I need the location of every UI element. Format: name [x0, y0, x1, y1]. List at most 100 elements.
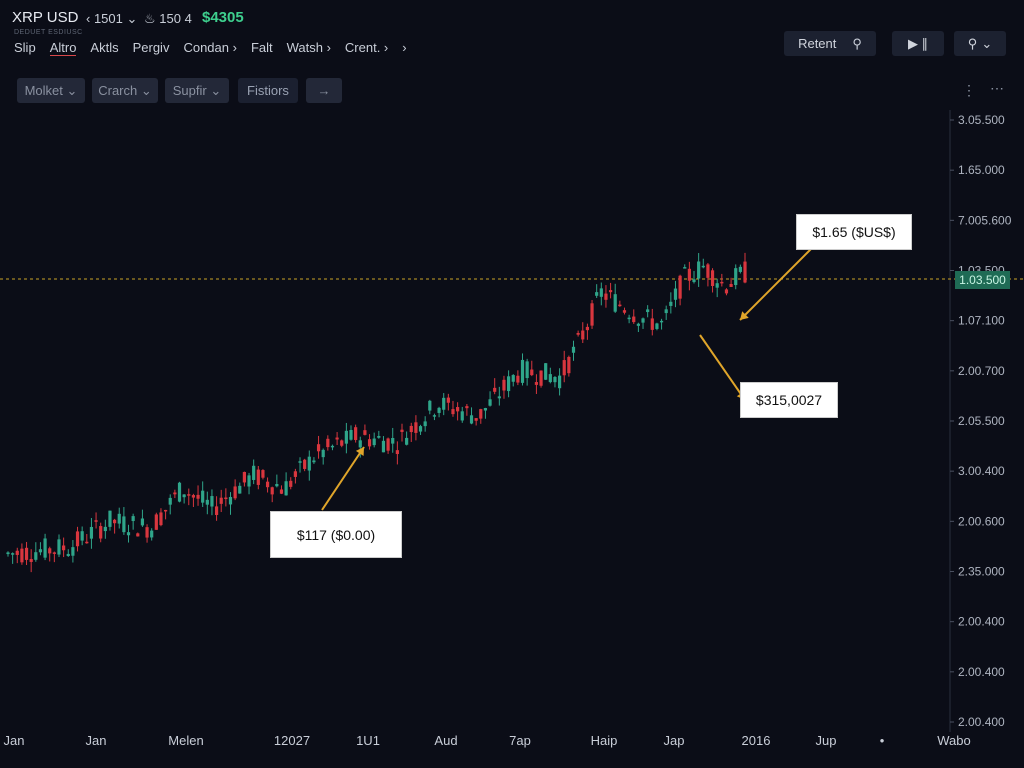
- candle-body: [344, 430, 348, 444]
- y-tick-label: 2.00.600: [958, 514, 1005, 528]
- menu-item-falt[interactable]: Falt: [250, 40, 273, 55]
- retent-button[interactable]: Retent ⚲: [784, 31, 876, 56]
- candle-body: [405, 437, 409, 445]
- x-tick-label: Jap: [663, 733, 685, 748]
- candle-body: [307, 456, 311, 471]
- playback-button[interactable]: ▶ ∥: [892, 31, 944, 56]
- candle-body: [664, 309, 668, 314]
- candle-body: [298, 461, 302, 463]
- molket-dropdown[interactable]: Molket ⌄: [17, 78, 85, 103]
- candle-body: [210, 496, 214, 507]
- candle-body: [381, 440, 386, 453]
- y-tick-label: 2.35.000: [958, 565, 1005, 579]
- annotation-arrow: [699, 334, 746, 401]
- menu-item-pergiv[interactable]: Pergiv: [132, 40, 170, 55]
- candle-body: [265, 481, 270, 488]
- candle-body: [330, 445, 335, 448]
- supfir-dropdown[interactable]: Supfir ⌄: [165, 78, 229, 103]
- horizontal-more-icon[interactable]: ⋯: [990, 80, 1004, 96]
- candle-body: [29, 559, 33, 562]
- candle-body: [710, 270, 715, 286]
- x-tick-label: 2016: [741, 733, 771, 748]
- x-tick-label: Jan: [3, 733, 25, 748]
- candle-body: [557, 375, 562, 389]
- candle-body: [442, 397, 446, 410]
- candle-body: [738, 266, 742, 272]
- candle-body: [618, 304, 622, 307]
- chevron-down-icon: ⌄: [981, 35, 993, 51]
- menu-item-aktls[interactable]: Aktls: [90, 40, 119, 55]
- candle-body: [238, 485, 242, 494]
- x-tick-label: Jan: [85, 733, 107, 748]
- candle-body: [252, 465, 256, 480]
- candle-body: [75, 531, 80, 547]
- candle-body: [567, 356, 571, 374]
- candle-body: [414, 422, 418, 433]
- interval-select[interactable]: ‹ 1501 ⌄: [86, 11, 137, 27]
- search-icon: ⚲: [852, 35, 862, 51]
- x-tick-label: Haip: [590, 733, 618, 748]
- candle-body: [395, 450, 399, 455]
- candle-body: [261, 470, 265, 478]
- x-tick-label: Wabo: [937, 733, 971, 748]
- candle-body: [15, 550, 19, 555]
- top-menu: Slip Altro Aktls Pergiv Condan › Falt Wa…: [14, 40, 421, 56]
- y-tick-label: 3.05.500: [958, 113, 1005, 127]
- candle-body: [62, 545, 66, 551]
- candle-body: [372, 438, 376, 446]
- menu-item-crent[interactable]: Crent. ›: [344, 40, 389, 55]
- candle-body: [622, 310, 627, 313]
- forward-arrow-button[interactable]: →: [306, 78, 342, 103]
- candle-body: [483, 408, 488, 411]
- current-price-tag: 1.03.500: [955, 271, 1010, 289]
- y-tick-label: 1.65.000: [958, 163, 1005, 177]
- candle-body: [456, 407, 460, 412]
- candle-body: [553, 376, 557, 383]
- candle-body: [6, 552, 10, 555]
- candle-body: [451, 409, 455, 415]
- candle-body: [525, 361, 529, 379]
- candle-body: [43, 538, 47, 558]
- candle-body: [446, 397, 450, 403]
- candle-body: [38, 549, 43, 553]
- candle-body: [673, 288, 678, 300]
- candle-body: [548, 374, 552, 383]
- candle-body: [11, 553, 15, 555]
- y-tick-label: 2.05.500: [958, 414, 1005, 428]
- y-tick-label: 2.00.700: [958, 364, 1005, 378]
- x-tick-label: Melen: [168, 733, 204, 748]
- candle-body: [497, 396, 501, 399]
- menu-item-condan[interactable]: Condan ›: [183, 40, 237, 55]
- fistiors-button[interactable]: Fistiors: [238, 78, 298, 103]
- price-chart[interactable]: 3.05.500 1.65.000 7.005.600 1.03.500 1.07.10…: [0, 110, 1024, 732]
- menu-item-slip[interactable]: Slip: [14, 40, 36, 55]
- candle-body: [173, 492, 177, 495]
- stat-value: 150 4: [159, 11, 192, 26]
- candle-body: [701, 265, 705, 268]
- x-tick-label: Jup: [815, 733, 837, 748]
- candle-body: [599, 288, 603, 297]
- candle-body: [627, 317, 631, 320]
- menu-item-altro[interactable]: Altro: [49, 40, 77, 56]
- candle-body: [335, 437, 339, 440]
- y-tick-label: 2.00.400: [958, 665, 1005, 679]
- candle-body: [590, 303, 594, 326]
- candle-body: [516, 375, 520, 383]
- candle-body: [646, 309, 650, 313]
- flame-icon: ♨: [144, 11, 156, 26]
- candle-body: [275, 483, 279, 487]
- x-tick-label: Aud: [434, 733, 458, 748]
- menu-item-more[interactable]: ›: [402, 40, 407, 55]
- candle-body: [340, 440, 344, 446]
- x-tick-label: 12027: [273, 733, 311, 748]
- crarch-dropdown[interactable]: Crarch ⌄: [92, 78, 158, 103]
- menu-item-watsh[interactable]: Watsh ›: [286, 40, 331, 55]
- play-pause-icon: ▶ ∥: [907, 35, 929, 51]
- callout-top: $1.65 ($US$): [796, 214, 912, 250]
- candle-body: [391, 437, 395, 444]
- candle-body: [530, 369, 534, 376]
- vertical-more-icon[interactable]: ⋮: [962, 82, 976, 98]
- search-dropdown-button[interactable]: ⚲ ⌄: [954, 31, 1006, 56]
- candle-body: [576, 332, 580, 335]
- candle-body: [595, 292, 599, 296]
